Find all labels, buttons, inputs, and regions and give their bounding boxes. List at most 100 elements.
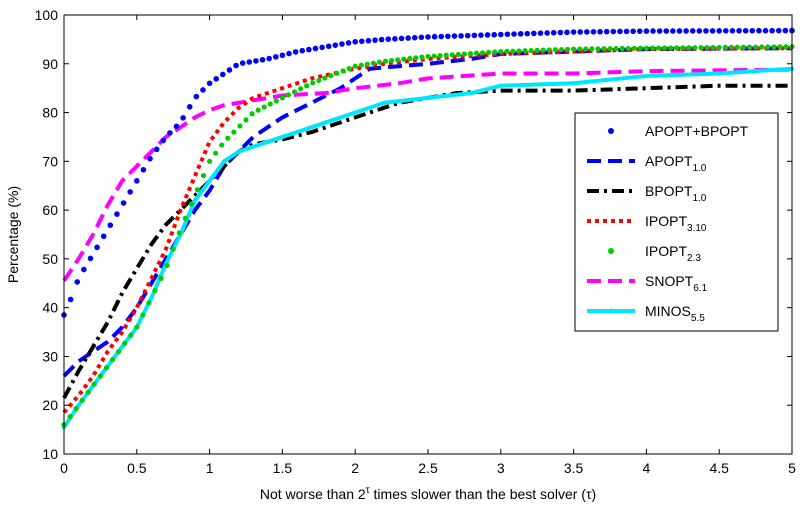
data-point — [528, 47, 534, 54]
data-point — [670, 28, 676, 34]
data-point — [192, 198, 198, 203]
data-point — [79, 397, 85, 403]
data-point — [186, 103, 193, 110]
data-point — [610, 28, 617, 35]
data-point — [742, 27, 749, 34]
data-point — [306, 46, 312, 53]
legend-item: SNOPT6.1 — [587, 273, 708, 294]
data-point — [655, 45, 662, 51]
data-point — [182, 215, 188, 221]
data-point — [116, 348, 122, 355]
data-point — [461, 51, 467, 57]
data-point — [504, 31, 511, 38]
data-point — [378, 36, 385, 43]
data-point — [114, 211, 120, 217]
data-point — [577, 29, 584, 35]
legend-marker — [608, 248, 614, 254]
series-apopt1-0 — [62, 46, 793, 378]
data-point — [225, 135, 231, 141]
data-point — [153, 146, 160, 153]
y-tick-label: 90 — [42, 56, 58, 72]
data-point — [689, 28, 696, 34]
data-point — [239, 60, 246, 66]
data-point — [176, 230, 182, 236]
data-point — [291, 89, 298, 95]
data-point — [382, 100, 387, 106]
data-point — [213, 76, 220, 82]
data-point — [765, 44, 771, 50]
data-point — [128, 332, 134, 338]
data-point — [395, 57, 401, 63]
data-point — [431, 33, 438, 40]
data-point — [221, 159, 227, 164]
x-tick-label: 2 — [351, 460, 359, 476]
data-point — [511, 31, 517, 37]
data-point — [425, 34, 431, 40]
data-point — [686, 45, 692, 51]
data-point — [73, 405, 79, 412]
data-point — [109, 357, 116, 363]
data-point — [272, 54, 279, 60]
data-point — [158, 275, 164, 281]
data-point — [571, 46, 577, 52]
data-point — [771, 44, 777, 50]
data-point — [372, 37, 378, 43]
data-point — [294, 129, 300, 135]
data-point — [717, 71, 722, 76]
data-point — [643, 45, 650, 51]
data-point — [382, 58, 389, 64]
data-point — [405, 35, 411, 41]
data-point — [564, 46, 571, 52]
data-point — [729, 28, 736, 34]
data-point — [537, 30, 544, 36]
data-point — [352, 63, 358, 69]
data-point — [696, 28, 703, 34]
data-point — [94, 244, 100, 251]
data-point — [698, 45, 704, 51]
data-point — [680, 45, 686, 51]
data-point — [607, 46, 613, 52]
data-point — [365, 37, 372, 44]
data-point — [299, 47, 306, 54]
x-tick-label: 1.5 — [273, 460, 293, 476]
data-point — [279, 95, 285, 101]
data-point — [107, 222, 114, 228]
data-point — [149, 295, 154, 301]
data-point — [173, 123, 180, 130]
data-point — [590, 29, 597, 35]
data-point — [100, 233, 107, 240]
data-point — [570, 29, 577, 35]
data-point — [233, 62, 239, 69]
x-tick-label: 3 — [497, 460, 505, 476]
data-point — [552, 47, 559, 53]
legend-label: APOPT1.0 — [645, 153, 707, 174]
legend-label: MINOS5.5 — [645, 303, 705, 324]
data-point — [546, 47, 552, 53]
legend-box — [574, 112, 779, 332]
data-point — [756, 27, 762, 34]
data-point — [146, 300, 152, 306]
y-tick-label: 60 — [42, 202, 58, 218]
data-point — [631, 45, 637, 51]
data-point — [265, 139, 271, 145]
data-point — [392, 35, 398, 42]
data-point — [298, 86, 304, 92]
legend-items: APOPT+BPOPT APOPT1.0 BPOPT1.0 IPOPT3.10 IPOP… — [587, 123, 749, 324]
x-tick-label: 4 — [643, 460, 651, 476]
axis-ticks: 0 0.5 1 1.5 2 2.5 3 3.5 4 4.5 5 10 20 30 40 50 60 70 80 90 1… — [35, 7, 796, 476]
data-point — [194, 187, 201, 193]
data-point — [783, 44, 789, 50]
data-point — [471, 32, 478, 39]
data-point — [255, 107, 261, 113]
data-point — [443, 52, 449, 58]
data-point — [134, 178, 140, 184]
data-point — [310, 80, 316, 86]
data-point — [759, 44, 765, 50]
x-tick-label: 2.5 — [418, 460, 438, 476]
data-point — [259, 56, 266, 63]
series-snopt6-1 — [62, 67, 793, 282]
data-point — [740, 44, 747, 50]
data-point — [266, 55, 272, 62]
data-point — [207, 178, 212, 184]
y-tick-label: 80 — [42, 105, 58, 121]
